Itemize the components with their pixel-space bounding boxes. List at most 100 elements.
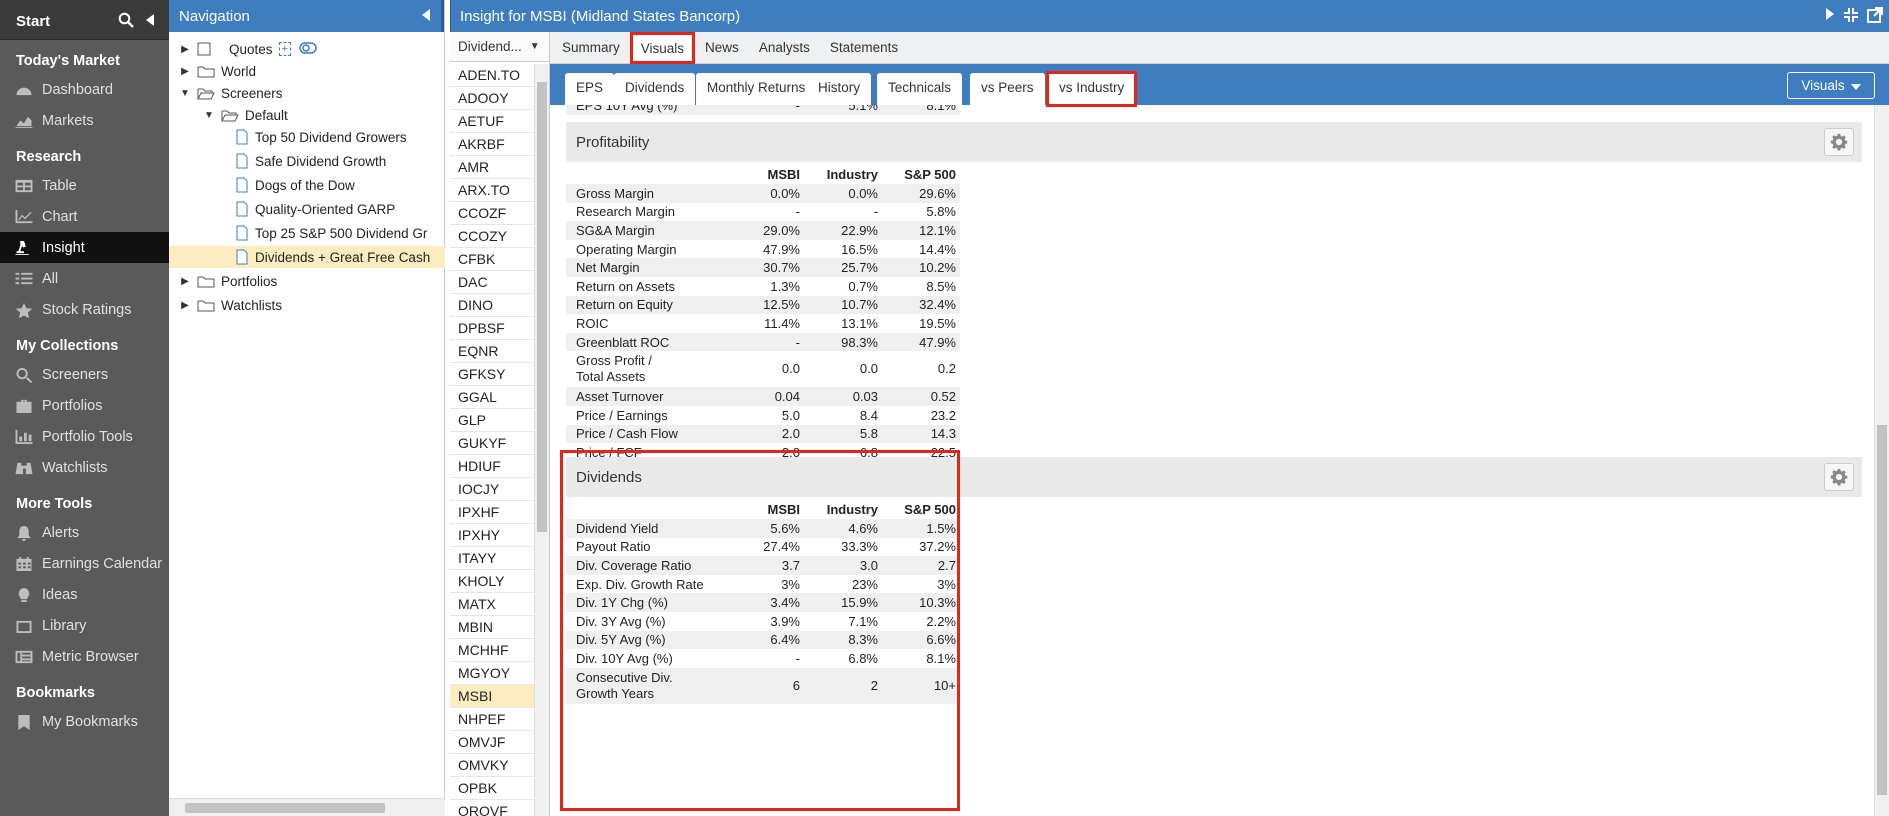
tab-statements[interactable]: Statements [829,39,899,55]
ticker-item[interactable]: ITAYY [450,547,534,570]
sidebar-item-portfolio-tools[interactable]: Portfolio Tools [0,421,169,452]
sidebar-item-all[interactable]: All [0,263,169,294]
subtab-technicals[interactable]: Technicals [877,73,963,105]
ticker-item[interactable]: MGYOY [450,662,534,685]
collapse-left-icon[interactable] [141,11,159,29]
ticker-item[interactable]: CCOZY [450,225,534,248]
tab-news[interactable]: News [705,39,739,55]
sidebar-item-table[interactable]: Table [0,170,169,201]
sidebar-item-insight[interactable]: Insight [0,232,169,263]
sidebar-item-ideas[interactable]: Ideas [0,579,169,610]
ticker-item[interactable]: OMVKY [450,754,534,777]
ticker-item[interactable]: OROVF [450,800,534,816]
subtab-vs-peers[interactable]: vs Peers [970,73,1045,105]
sidebar-item-portfolios[interactable]: Portfolios [0,390,169,421]
tree-item-quotes[interactable]: ▶ Quotes + [179,38,317,60]
chevron-down-icon[interactable]: ▼ [529,41,540,52]
tab-summary[interactable]: Summary [562,39,620,55]
tree-item-screen[interactable]: Safe Dividend Growth [169,150,445,172]
ticker-item[interactable]: CFBK [450,248,534,271]
expand-arrow-icon[interactable]: ▶ [181,43,189,55]
sidebar-item-watchlists[interactable]: Watchlists [0,452,169,483]
ticker-item[interactable]: OPBK [450,777,534,800]
collapse-navigation-icon[interactable] [421,8,431,25]
navigation-horizontal-scrollbar[interactable] [169,798,445,816]
ticker-item[interactable]: NHPEF [450,708,534,731]
ticker-item[interactable]: CCOZF [450,202,534,225]
expand-arrow-icon[interactable]: ▶ [181,275,189,287]
toggle-icon[interactable] [299,41,317,57]
gear-icon[interactable] [1824,128,1854,156]
ticker-list-dropdown[interactable]: Dividend... ▼ [450,32,549,62]
tree-item-screen[interactable]: Quality-Oriented GARP [169,198,445,220]
subtab-vs-industry[interactable]: vs Industry [1048,73,1136,105]
subtab-eps[interactable]: EPS [565,73,615,105]
tree-item-screen[interactable]: Dogs of the Dow [169,174,445,196]
sidebar-item-stock-ratings[interactable]: Stock Ratings [0,294,169,325]
sidebar-item-metric-browser[interactable]: Metric Browser [0,641,169,672]
ticker-item[interactable]: IPXHF [450,501,534,524]
expand-arrow-icon[interactable]: ▶ [181,65,189,77]
collapse-icon[interactable] [1843,7,1859,27]
subtab-history[interactable]: History [807,73,872,105]
tree-item-watchlists[interactable]: ▶ Watchlists [179,294,282,316]
subtab-monthly-returns[interactable]: Monthly Returns [696,73,817,105]
ticker-item[interactable]: DPBSF [450,317,534,340]
ticker-item[interactable]: ARX.TO [450,179,534,202]
ticker-item[interactable]: KHOLY [450,570,534,593]
checkbox-icon[interactable] [197,42,211,56]
tree-item-default[interactable]: ▼ Default [203,104,288,126]
sidebar-item-screeners[interactable]: Screeners [0,359,169,390]
ticker-item[interactable]: GGAL [450,386,534,409]
sidebar-title[interactable]: Start [16,12,51,30]
tree-item-world[interactable]: ▶ World [179,60,256,82]
scrollbar-thumb[interactable] [1877,425,1887,795]
popout-icon[interactable] [1867,7,1883,27]
gear-icon[interactable] [1824,463,1854,491]
tree-item-portfolios[interactable]: ▶ Portfolios [179,270,277,292]
ticker-item[interactable]: MATX [450,593,534,616]
ticker-item[interactable]: HDIUF [450,455,534,478]
sidebar-item-earnings-calendar[interactable]: Earnings Calendar [0,548,169,579]
sidebar-item-dashboard[interactable]: Dashboard [0,74,169,105]
sidebar-item-library[interactable]: Library [0,610,169,641]
tab-visuals[interactable]: Visuals [631,33,694,62]
sidebar-item-alerts[interactable]: Alerts [0,517,169,548]
ticker-item[interactable]: GFKSY [450,363,534,386]
ticker-item[interactable]: IPXHY [450,524,534,547]
tab-analysts[interactable]: Analysts [758,39,810,55]
tree-item-screen[interactable]: Top 25 S&P 500 Dividend Gr [169,222,445,244]
ticker-item[interactable]: DAC [450,271,534,294]
ticker-item[interactable]: MSBI [450,685,534,708]
add-quote-icon[interactable]: + [278,42,291,56]
ticker-item[interactable]: MBIN [450,616,534,639]
ticker-item[interactable]: AETUF [450,110,534,133]
ticker-list-scrollbar[interactable] [534,64,549,816]
ticker-item[interactable]: DINO [450,294,534,317]
play-icon[interactable] [1825,7,1835,27]
ticker-item[interactable]: MCHHF [450,639,534,662]
scrollbar-thumb[interactable] [185,803,385,813]
ticker-item[interactable]: GLP [450,409,534,432]
ticker-item[interactable]: ADEN.TO [450,64,534,87]
visuals-dropdown-button[interactable]: Visuals [1787,72,1875,99]
ticker-item[interactable]: OMVJF [450,731,534,754]
ticker-item[interactable]: AKRBF [450,133,534,156]
sidebar-item-my-bookmarks[interactable]: My Bookmarks [0,706,169,737]
ticker-item[interactable]: IOCJY [450,478,534,501]
sidebar-item-markets[interactable]: Markets [0,105,169,136]
expand-arrow-icon[interactable]: ▶ [181,299,189,311]
ticker-item[interactable]: GUKYF [450,432,534,455]
ticker-item[interactable]: EQNR [450,340,534,363]
tree-item-screeners[interactable]: ▼ Screeners [179,82,282,104]
tree-item-screen[interactable]: Top 50 Dividend Growers [169,126,445,148]
tree-item-screen[interactable]: Dividends + Great Free Cash [169,246,445,268]
sidebar-item-chart[interactable]: Chart [0,201,169,232]
ticker-item[interactable]: AMR [450,156,534,179]
scrollbar-thumb[interactable] [537,82,547,532]
ticker-item[interactable]: ADOOY [450,87,534,110]
search-icon[interactable] [117,11,135,29]
collapse-arrow-icon[interactable]: ▼ [204,109,214,121]
subtab-dividends[interactable]: Dividends [614,73,696,105]
content-vertical-scrollbar[interactable] [1874,105,1889,816]
